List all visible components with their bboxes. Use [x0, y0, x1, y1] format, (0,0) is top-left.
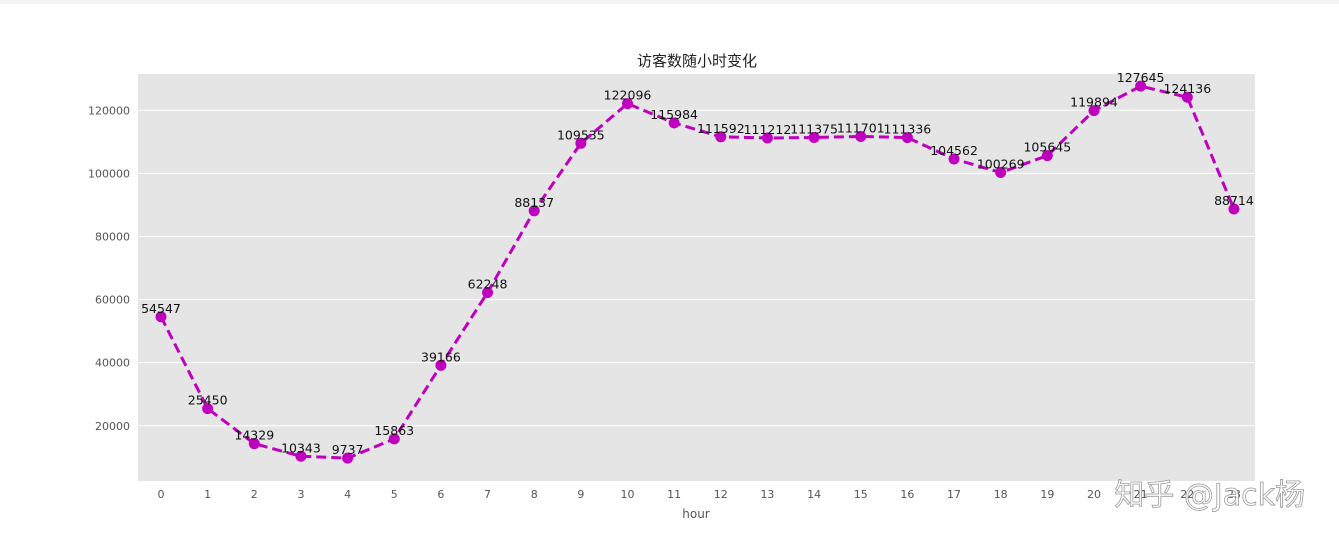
data-point — [948, 153, 960, 165]
data-point — [435, 359, 447, 371]
data-label: 104562 — [930, 143, 978, 158]
data-label: 124136 — [1163, 81, 1211, 96]
x-tick-label: 11 — [667, 488, 681, 501]
x-tick-label: 21 — [1134, 488, 1148, 501]
data-label: 111212 — [744, 122, 792, 137]
x-tick-label: 17 — [947, 488, 961, 501]
x-tick-label: 19 — [1040, 488, 1054, 501]
data-point — [1181, 91, 1193, 103]
data-label: 109535 — [557, 127, 605, 142]
data-label: 62248 — [468, 276, 508, 291]
data-label: 9737 — [332, 442, 364, 457]
y-tick-label: 120000 — [88, 104, 130, 117]
y-axis-ticks: 20000 40000 60000 80000 100000 120000 — [88, 104, 130, 433]
x-tick-label: 7 — [484, 488, 491, 501]
data-point — [575, 137, 587, 149]
x-tick-label: 6 — [437, 488, 444, 501]
data-point — [342, 452, 354, 464]
chart-title: 访客数随小时变化 — [637, 52, 757, 70]
data-point — [248, 438, 260, 450]
data-label: 14329 — [234, 428, 274, 443]
x-axis-label: hour — [682, 507, 710, 521]
data-label: 119894 — [1070, 95, 1118, 110]
top-border — [0, 0, 1339, 4]
x-tick-label: 12 — [714, 488, 728, 501]
x-tick-label: 2 — [251, 488, 258, 501]
x-tick-label: 18 — [994, 488, 1008, 501]
data-label: 88714 — [1214, 193, 1254, 208]
data-label: 111375 — [790, 121, 838, 136]
watermark: 知乎 @Jack杨 — [1114, 478, 1305, 513]
data-point — [1135, 80, 1147, 92]
data-label: 25450 — [188, 393, 228, 408]
x-tick-label: 14 — [807, 488, 821, 501]
x-axis-ticks: 0 1 2 3 4 5 6 7 8 9 10 11 12 13 14 15 16 17 18 19 20 21 22 23 — [158, 488, 1241, 501]
x-tick-label: 9 — [577, 488, 584, 501]
data-point — [482, 286, 494, 298]
x-tick-label: 23 — [1227, 488, 1241, 501]
x-tick-label: 20 — [1087, 488, 1101, 501]
data-point — [295, 450, 307, 462]
data-point — [155, 311, 167, 323]
data-label: 115984 — [650, 107, 698, 122]
data-label: 122096 — [604, 88, 652, 103]
data-label: 100269 — [977, 157, 1025, 172]
data-label: 111701 — [837, 120, 885, 135]
data-point — [901, 132, 913, 144]
x-tick-label: 8 — [531, 488, 538, 501]
y-tick-label: 80000 — [95, 230, 130, 243]
data-label: 88137 — [514, 195, 554, 210]
data-point — [622, 98, 633, 110]
data-point — [855, 130, 867, 142]
x-tick-label: 5 — [391, 488, 398, 501]
x-tick-label: 1 — [204, 488, 211, 501]
data-point — [1041, 150, 1053, 162]
data-label: 111592 — [697, 121, 745, 136]
data-label: 39166 — [421, 349, 461, 364]
data-label: 15863 — [374, 423, 414, 438]
data-label: 54547 — [141, 301, 181, 316]
plot-area — [138, 74, 1255, 481]
data-point — [995, 167, 1007, 179]
x-tick-label: 16 — [900, 488, 914, 501]
data-point — [1088, 105, 1100, 117]
x-tick-label: 10 — [621, 488, 635, 501]
x-tick-label: 15 — [854, 488, 868, 501]
data-point — [808, 131, 820, 143]
data-labels: 54547 25450 14329 10343 9737 15863 39166 62248 8… — [141, 70, 1254, 457]
x-tick-label: 3 — [297, 488, 304, 501]
data-point — [1228, 203, 1240, 215]
data-point — [715, 131, 727, 143]
y-tick-label: 60000 — [95, 294, 130, 307]
data-label: 105645 — [1023, 140, 1071, 155]
data-point — [761, 132, 773, 144]
data-label: 111336 — [884, 122, 932, 137]
data-point — [388, 433, 400, 445]
data-points — [155, 80, 1240, 464]
y-tick-label: 100000 — [88, 167, 130, 180]
data-label: 127645 — [1117, 70, 1165, 85]
data-point — [528, 205, 540, 217]
y-tick-label: 40000 — [95, 357, 130, 370]
data-label: 10343 — [281, 440, 321, 455]
x-tick-label: 0 — [158, 488, 165, 501]
grid-lines — [138, 109, 1255, 427]
series-line — [159, 84, 1236, 460]
x-tick-label: 4 — [344, 488, 351, 501]
data-point — [668, 117, 680, 129]
x-tick-label: 22 — [1180, 488, 1194, 501]
x-tick-label: 13 — [760, 488, 774, 501]
data-point — [202, 403, 214, 415]
y-tick-label: 20000 — [95, 420, 130, 433]
